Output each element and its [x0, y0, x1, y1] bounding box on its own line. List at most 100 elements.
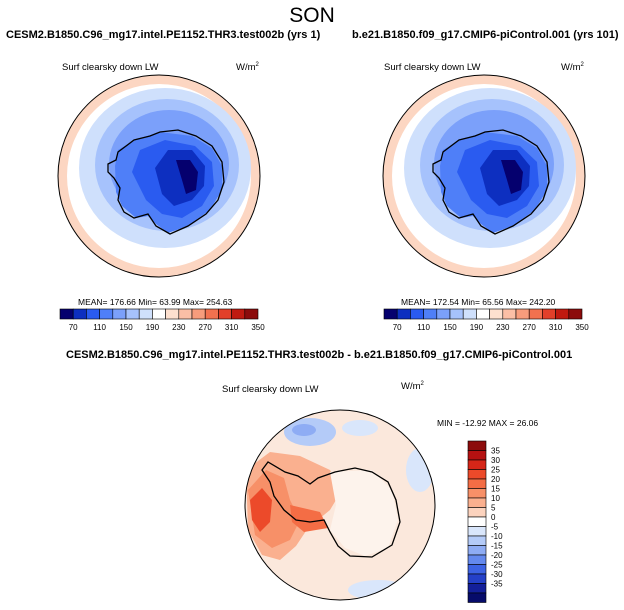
- panel2-colorbar-box: [436, 308, 451, 320]
- panel3-colorbar-box: [467, 573, 487, 584]
- panel2-coastline: [432, 129, 550, 235]
- panel2-colorbar-tick-label: 310: [549, 323, 563, 332]
- panel2-units: W/m2: [561, 62, 584, 73]
- panel2-colorbar-tick-label: 270: [523, 323, 537, 332]
- panel1-colorbar-box: [99, 308, 114, 320]
- panel3-colorbar-box: [467, 592, 487, 603]
- panel1-colorbar-box: [86, 308, 100, 320]
- panel1-colorbar-box: [204, 308, 219, 320]
- panel2-colorbar: 70 110 150 190 230 270 310 350: [383, 308, 589, 332]
- panel2-title: b.e21.B1850.f09_g17.CMIP6-piControl.001 …: [352, 29, 619, 41]
- panel1-colorbar-box: [178, 308, 193, 320]
- panel1-colorbar-box: [138, 308, 153, 320]
- panel3-colorbar-box: [467, 583, 487, 594]
- panel3-stats: MIN = -12.92 MAX = 26.06: [437, 418, 539, 428]
- panel2-colorbar-box: [383, 308, 398, 320]
- panel3-colorbar-tick-label: -10: [491, 532, 503, 541]
- panel1-colorbar-tick-label: 270: [199, 323, 213, 332]
- panel1-colorbar-box: [218, 308, 232, 320]
- panel3-colorbar-box: [467, 478, 487, 489]
- panel2-colorbar-box: [396, 308, 411, 320]
- panel3-colorbar-box: [467, 545, 487, 556]
- panel1-colorbar-box: [125, 308, 140, 320]
- panel3-colorbar-box: [467, 535, 487, 546]
- panel2-colorbar-box: [462, 308, 477, 320]
- panel3-colorbar-box: [467, 526, 487, 537]
- panel1-colorbar: 70 110 150 190 230 270 310 350: [59, 308, 265, 332]
- panel2-colorbar-tick-label: 70: [393, 323, 402, 332]
- panel1-colorbar-tick-label: 350: [251, 323, 265, 332]
- panel3-units-exp: 2: [420, 381, 424, 387]
- panel1-colorbar-box: [112, 308, 127, 320]
- panel3-colorbar-tick-label: 35: [491, 447, 500, 456]
- panel3-colorbar-box: [467, 497, 487, 508]
- panel1-colorbar-tick-label: 70: [69, 323, 78, 332]
- panel3-units: W/m2: [401, 381, 424, 392]
- panel1-units: W/m2: [236, 62, 259, 73]
- panel3-map: [244, 409, 436, 601]
- panel2-map: [382, 74, 586, 278]
- panel3-colorbar-tick-label: 25: [491, 466, 500, 475]
- panel3-coastline: [261, 461, 401, 558]
- panel1-colorbar-tick-label: 230: [172, 323, 186, 332]
- panel2-colorbar-box: [515, 308, 530, 320]
- panel2-colorbar-box: [489, 308, 504, 320]
- panel3-colorbar-box: [467, 450, 487, 461]
- panel3-colorbar-tick-label: -5: [491, 523, 499, 532]
- panel3-colorbar-tick-label: 10: [491, 494, 500, 503]
- panel3-colorbar-tick-label: -30: [491, 570, 503, 579]
- panel3-units-base: W/m: [401, 381, 421, 393]
- panel3-colorbar-tick-label: -20: [491, 551, 503, 560]
- panel1-colorbar-tick-label: 110: [93, 323, 106, 332]
- panel1-units-base: W/m: [236, 62, 256, 74]
- panel2-colorbar-box: [568, 308, 583, 320]
- panel3-colorbar-box: [467, 469, 487, 480]
- panel1-colorbar-tick-label: 150: [119, 323, 133, 332]
- panel1-coastline: [107, 129, 225, 235]
- panel3-colorbar-tick-label: -15: [491, 542, 503, 551]
- panel2-colorbar-tick-label: 190: [470, 323, 484, 332]
- panel2-colorbar-box: [449, 308, 464, 320]
- panel1-title: CESM2.B1850.C96_mg17.intel.PE1152.THR3.t…: [6, 29, 321, 41]
- panel1-stats: MEAN= 176.66 Min= 63.99 Max= 254.63: [78, 297, 233, 307]
- panel2-colorbar-box: [423, 308, 438, 320]
- panel2-colorbar-box: [542, 308, 556, 320]
- panel3-colorbar-tick-label: 5: [491, 504, 496, 513]
- panel3-colorbar-tick-label: 20: [491, 475, 500, 484]
- panel2-units-base: W/m: [561, 62, 581, 74]
- panel3-variable: Surf clearsky down LW: [222, 384, 319, 395]
- panel3-colorbar-box: [467, 459, 487, 470]
- panel3-colorbar-box: [467, 488, 487, 499]
- panel2-colorbar-tick-label: 230: [496, 323, 510, 332]
- panel2-colorbar-tick-label: 150: [443, 323, 457, 332]
- panel3-colorbar-tick-label: -25: [491, 561, 503, 570]
- panel1-colorbar-box: [191, 308, 206, 320]
- panel3-colorbar-box: [467, 507, 487, 518]
- panel3-colorbar-box: [467, 516, 487, 527]
- panel1-colorbar-box: [165, 308, 180, 320]
- panel1-map: [57, 74, 261, 278]
- season-title: SON: [289, 4, 335, 27]
- panel2-colorbar-tick-label: 350: [575, 323, 589, 332]
- panel1-colorbar-box: [72, 308, 87, 320]
- panel1-colorbar-box: [244, 308, 259, 320]
- panel3-colorbar-box: [467, 440, 487, 451]
- panel1-colorbar-tick-label: 310: [225, 323, 239, 332]
- panel1-units-exp: 2: [255, 62, 259, 68]
- panel2-colorbar-tick-label: 110: [417, 323, 430, 332]
- panel3-colorbar-tick-label: 0: [491, 513, 496, 522]
- panel3-colorbar-tick-label: -35: [491, 580, 503, 589]
- panel2-colorbar-box: [528, 308, 543, 320]
- panel3-colorbar-box: [467, 554, 487, 565]
- panel2-units-exp: 2: [580, 62, 584, 68]
- panel2-variable: Surf clearsky down LW: [384, 62, 481, 73]
- panel2-colorbar-box: [410, 308, 424, 320]
- panel3-colorbar-tick-label: 15: [491, 485, 500, 494]
- panel2-stats: MEAN= 172.54 Min= 65.56 Max= 242.20: [401, 297, 556, 307]
- panel1-colorbar-box: [231, 308, 246, 320]
- panel2-colorbar-box: [502, 308, 517, 320]
- panel3-colorbar-box: [467, 564, 487, 575]
- panel2-colorbar-box: [476, 308, 490, 320]
